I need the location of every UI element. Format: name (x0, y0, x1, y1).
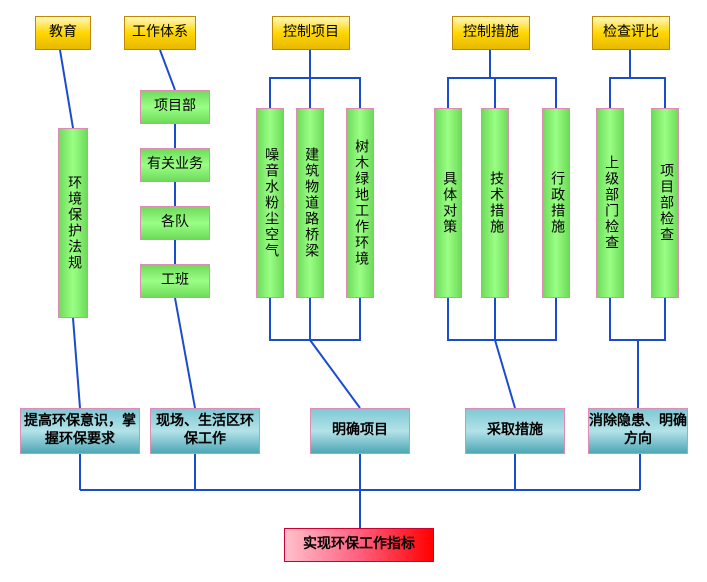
insp-e2: 项目部检查 (651, 108, 679, 298)
insp-e1: 上级部门检查 (596, 108, 624, 298)
ctrl-meas-d3: 行政措施 (542, 108, 570, 298)
top-control-measure: 控制措施 (452, 16, 530, 50)
ctrl-meas-d1: 具体对策 (434, 108, 462, 298)
top-control-project: 控制项目 (272, 16, 350, 50)
bottom-f1: 提高环保意识，掌握环保要求 (20, 408, 140, 454)
bottom-f5: 消除隐患、明确方向 (588, 408, 688, 454)
top-education: 教育 (35, 16, 91, 50)
top-inspection: 检查评比 (592, 16, 670, 50)
goal-box: 实现环保工作指标 (284, 528, 434, 562)
ctrl-proj-c2: 建筑物道路桥梁 (296, 108, 324, 298)
education-law: 环境保护法规 (58, 128, 88, 318)
ctrl-proj-c1: 噪音水粉尘空气 (256, 108, 284, 298)
system-b1: 项目部 (140, 90, 210, 124)
system-b4: 工班 (140, 264, 210, 298)
bottom-f2: 现场、生活区环保工作 (150, 408, 260, 454)
system-b2: 有关业务 (140, 148, 210, 182)
ctrl-proj-c3: 树木绿地工作环境 (346, 108, 374, 298)
system-b3: 各队 (140, 206, 210, 240)
ctrl-meas-d2: 技术措施 (481, 108, 509, 298)
bottom-f4: 采取措施 (465, 408, 565, 454)
bottom-f3: 明确项目 (310, 408, 410, 454)
top-system: 工作体系 (124, 16, 196, 50)
